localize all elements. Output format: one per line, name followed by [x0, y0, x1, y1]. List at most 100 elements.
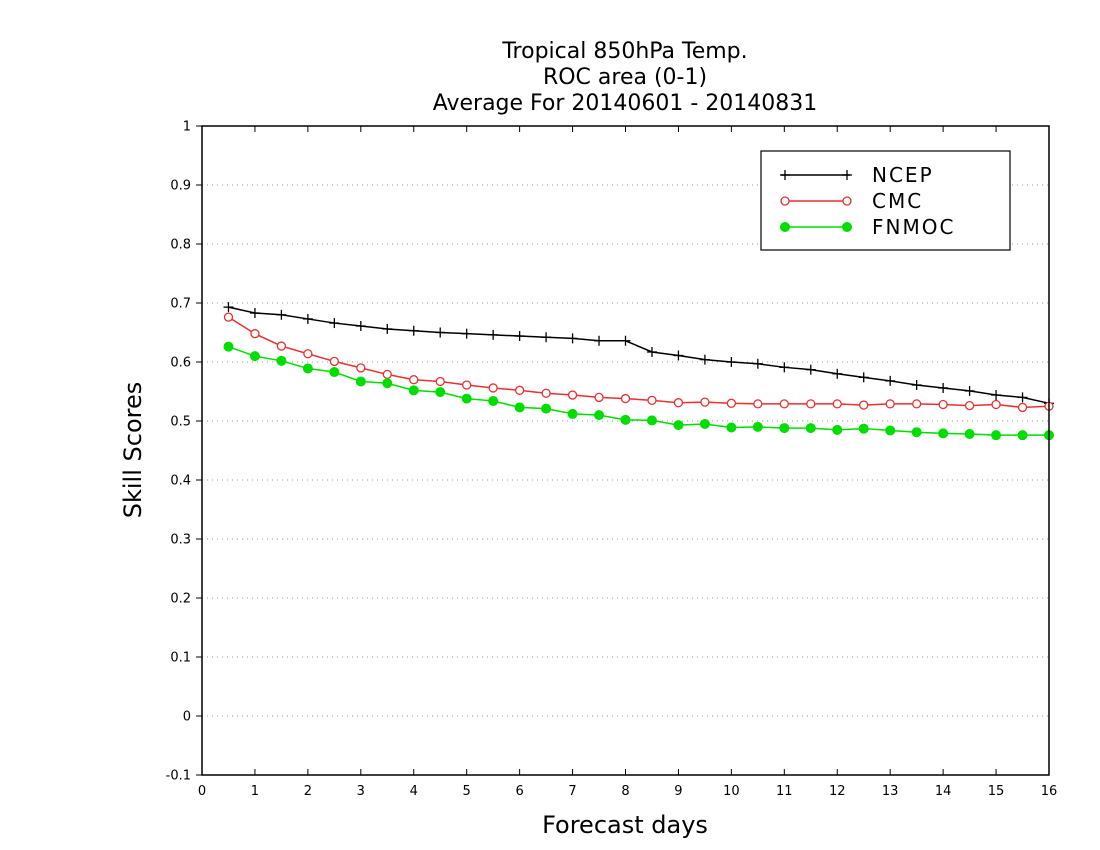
- cmc-point: [435, 376, 445, 387]
- fnmoc-point: [461, 393, 472, 404]
- x-tick-label: 0: [198, 784, 206, 799]
- fnmoc-point: [646, 415, 657, 426]
- cmc-point: [912, 399, 922, 409]
- ncep-point: [991, 390, 1002, 401]
- legend-marker-cmc: [780, 196, 790, 206]
- cmc-point: [514, 385, 525, 395]
- series-cmc: [223, 312, 1054, 413]
- x-tick-label: 11: [776, 784, 793, 799]
- ncep-point: [805, 364, 816, 375]
- cmc-point: [938, 399, 948, 410]
- legend-marker-fnmoc: [842, 222, 852, 232]
- fnmoc-point: [541, 403, 552, 414]
- x-tick-label: 13: [882, 784, 899, 799]
- cmc-point: [1017, 402, 1028, 413]
- axis-ticks: -0.100.10.20.30.40.50.60.70.80.910 1 2 3 4 5 6…: [166, 120, 1058, 800]
- fnmoc-line: [228, 345, 1049, 436]
- fnmoc-point: [382, 378, 393, 389]
- cmc-point: [964, 401, 975, 411]
- y-tick-label: 0.7: [170, 297, 191, 312]
- y-tick-label: 0.6: [170, 356, 191, 371]
- x-tick-label: 16: [1041, 784, 1058, 799]
- cmc-point: [726, 398, 737, 408]
- fnmoc-point: [991, 430, 1002, 441]
- fnmoc-point: [302, 363, 313, 374]
- ncep-point: [673, 350, 684, 361]
- x-tick-label: 8: [621, 784, 629, 799]
- legend-marker-ncep: [780, 170, 790, 180]
- ncep-point: [858, 372, 869, 383]
- cmc-point: [991, 399, 1001, 410]
- fnmoc-point: [594, 410, 605, 421]
- y-tick-label: -0.1: [166, 769, 191, 784]
- x-tick-label: 2: [304, 784, 312, 799]
- ncep-point: [223, 302, 234, 313]
- x-tick-label: 1: [251, 784, 259, 799]
- fnmoc-point: [567, 408, 578, 419]
- fnmoc-point: [435, 387, 446, 398]
- ncep-point: [567, 333, 578, 344]
- ncep-point: [594, 335, 605, 346]
- fnmoc-point: [329, 367, 340, 378]
- cmc-point: [541, 388, 551, 398]
- x-tick-label: 6: [515, 784, 523, 799]
- ncep-point: [249, 308, 260, 319]
- ncep-point: [699, 354, 710, 365]
- ncep-line: [228, 306, 1050, 405]
- ncep-point: [726, 357, 737, 367]
- y-tick-label: 0.2: [170, 592, 191, 607]
- cmc-point: [806, 399, 816, 409]
- ncep-point: [355, 321, 366, 332]
- fnmoc-point: [752, 421, 763, 432]
- fnmoc-point: [885, 425, 896, 436]
- ncep-point: [514, 331, 525, 342]
- ncep-point: [964, 385, 975, 396]
- chart-title-line-3: Average For 20140601 - 20140831: [433, 91, 818, 116]
- cmc-point: [567, 390, 578, 400]
- legend-marker-cmc: [842, 196, 852, 206]
- cmc-point: [276, 341, 287, 351]
- fnmoc-point: [514, 402, 525, 413]
- series-ncep: [223, 302, 1054, 409]
- fnmoc-point: [276, 355, 287, 366]
- y-tick-label: 1: [183, 120, 191, 135]
- ncep-point: [1017, 392, 1028, 403]
- legend-label-ncep: NCEP: [872, 163, 934, 187]
- ncep-point: [646, 346, 657, 357]
- cmc-point: [673, 398, 684, 408]
- x-axis-label: Forecast days: [542, 811, 708, 839]
- fnmoc-point: [699, 418, 710, 429]
- cmc-point: [885, 399, 895, 409]
- x-tick-label: 12: [829, 784, 846, 799]
- cmc-line: [228, 316, 1050, 409]
- cmc-point: [329, 356, 339, 367]
- cmc-point: [832, 399, 842, 409]
- ncep-point: [541, 332, 552, 343]
- ncep-point: [620, 335, 631, 346]
- cmc-point: [409, 375, 419, 385]
- fnmoc-point: [938, 428, 949, 439]
- fnmoc-point: [408, 385, 419, 396]
- ncep-point: [938, 382, 949, 393]
- chart-title-line-2: ROC area (0-1): [543, 65, 707, 90]
- x-tick-label: 15: [988, 784, 1005, 799]
- fnmoc-point: [488, 395, 499, 406]
- cmc-point: [223, 312, 234, 322]
- plot-frame: [201, 125, 1050, 776]
- cmc-point: [382, 369, 392, 380]
- x-tick-label: 3: [357, 784, 365, 799]
- chart-title-line-1: Tropical 850hPa Temp.: [501, 39, 747, 64]
- x-tick-label: 7: [568, 784, 576, 799]
- ncep-point: [911, 380, 922, 391]
- fnmoc-point: [223, 341, 234, 352]
- ncep-point: [779, 362, 790, 373]
- y-tick-label: 0.8: [170, 238, 191, 253]
- x-tick-label: 4: [410, 784, 418, 799]
- fnmoc-point: [779, 423, 790, 434]
- fnmoc-point: [355, 376, 366, 387]
- ncep-point: [885, 375, 896, 386]
- cmc-point: [779, 399, 789, 409]
- ncep-point: [276, 309, 287, 320]
- cmc-point: [462, 380, 472, 390]
